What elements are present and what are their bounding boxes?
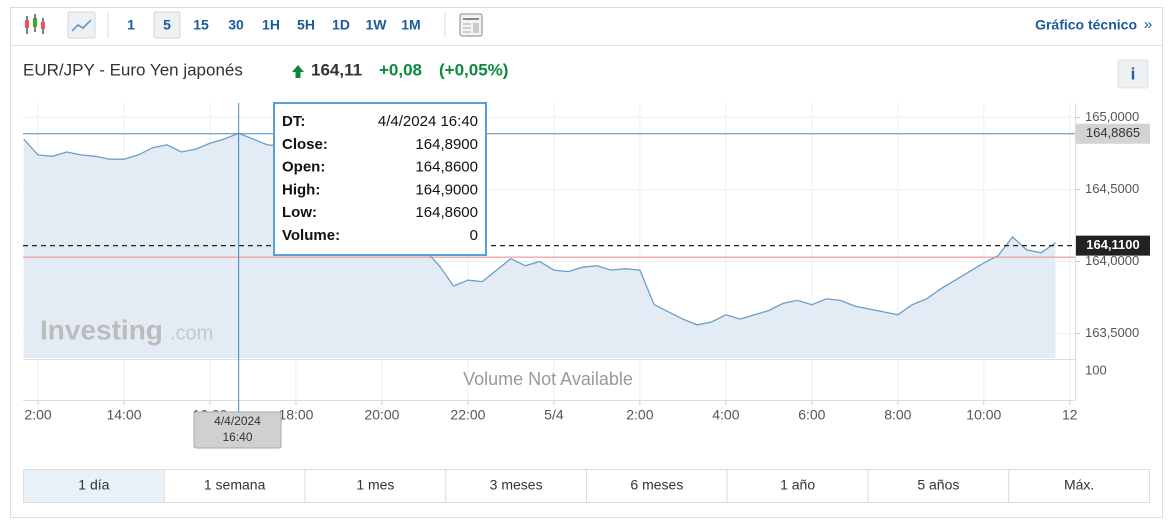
technical-link[interactable]: Gráfico técnico: [1035, 17, 1137, 33]
price-tag: [1076, 235, 1150, 256]
technical-arrow[interactable]: »: [1144, 16, 1152, 33]
range-button-label[interactable]: 6 meses: [630, 477, 683, 493]
up-arrow: [292, 65, 304, 78]
crosshair-time: 16:40: [222, 430, 252, 444]
selected-interval: [153, 11, 181, 39]
interval-button[interactable]: 30: [228, 17, 244, 33]
x-tick-label: 14:00: [106, 407, 141, 423]
instrument-title: EUR/JPY - Euro Yen japonés: [23, 60, 243, 79]
tooltip-value: 164,8900: [415, 136, 478, 153]
price-tag-label: 164,1100: [1086, 237, 1140, 252]
tooltip-key: Low:: [282, 204, 317, 221]
interval-button[interactable]: 15: [193, 17, 209, 33]
range-button-label[interactable]: 1 mes: [356, 477, 394, 493]
tooltip: [273, 102, 487, 256]
x-tick-label: 20:00: [364, 407, 399, 423]
x-tick-label: 12: [1062, 407, 1078, 423]
candle-icon[interactable]: [25, 14, 45, 34]
range-button[interactable]: [726, 469, 869, 503]
table-icon[interactable]: [459, 13, 483, 37]
interval-button[interactable]: 1M: [401, 17, 420, 33]
change-pct: (+0,05%): [439, 60, 508, 79]
y-tick-label: 165,0000: [1085, 109, 1139, 124]
range-button-label[interactable]: 3 meses: [490, 477, 543, 493]
range-button-label[interactable]: 1 año: [780, 477, 815, 493]
interval-button[interactable]: 1W: [366, 17, 388, 33]
tooltip-value: 4/4/2024 16:40: [378, 113, 478, 130]
interval-button[interactable]: 1: [127, 17, 135, 33]
tooltip-key: Open:: [282, 159, 325, 176]
range-button[interactable]: [1008, 469, 1150, 503]
x-tick-label: 18:00: [278, 407, 313, 423]
range-button[interactable]: [304, 469, 447, 503]
range-button-label[interactable]: 5 años: [917, 477, 959, 493]
y-tick-label: 164,5000: [1085, 181, 1139, 196]
x-tick-label: 2:00: [24, 407, 51, 423]
tooltip-key: Volume:: [282, 227, 340, 244]
price: 164,11: [311, 60, 362, 79]
range-button[interactable]: [23, 469, 165, 503]
interval-button[interactable]: 5H: [297, 17, 315, 33]
crosshair-tag: [193, 411, 282, 449]
range-button-label[interactable]: Máx.: [1064, 477, 1094, 493]
range-button[interactable]: [867, 469, 1010, 503]
crosshair-date: 4/4/2024: [214, 414, 261, 428]
x-tick-label: 4:00: [712, 407, 739, 423]
tooltip-key: Close:: [282, 136, 328, 153]
range-button[interactable]: [445, 469, 587, 503]
watermark-suffix: .com: [170, 322, 213, 344]
info-button[interactable]: [1117, 59, 1149, 89]
price-tag: [1076, 123, 1150, 144]
volume-tick: 100: [1085, 362, 1107, 377]
range-button-label[interactable]: 1 semana: [204, 477, 266, 493]
interval-button[interactable]: 5: [163, 17, 171, 33]
price-line: [23, 132, 1056, 326]
range-button-label[interactable]: 1 día: [78, 477, 109, 493]
x-tick-label: 5/4: [544, 407, 564, 423]
y-tick-label: 163,5000: [1085, 325, 1139, 340]
x-tick-label: 8:00: [884, 407, 911, 423]
range-button[interactable]: [586, 469, 728, 503]
info-icon[interactable]: i: [1131, 64, 1136, 83]
x-tick-label: 22:00: [450, 407, 485, 423]
tooltip-key: DT:: [282, 113, 305, 130]
price-tag-label: 164,8865: [1086, 125, 1140, 140]
tooltip-key: High:: [282, 181, 320, 198]
change: +0,08: [379, 60, 422, 79]
watermark: Investing: [40, 314, 163, 345]
tooltip-value: 164,9000: [415, 181, 478, 198]
x-tick-label: 2:00: [626, 407, 653, 423]
interval-button[interactable]: 1D: [332, 17, 350, 33]
line-chart-button[interactable]: [67, 11, 96, 39]
interval-button[interactable]: 1H: [262, 17, 280, 33]
tooltip-value: 164,8600: [415, 159, 478, 176]
tooltip-value: 0: [470, 227, 478, 244]
tooltip-value: 164,8600: [415, 204, 478, 221]
y-tick-label: 164,0000: [1085, 253, 1139, 268]
x-tick-label: 6:00: [798, 407, 825, 423]
x-tick-label: 10:00: [966, 407, 1001, 423]
volume-label: Volume Not Available: [463, 369, 633, 389]
range-button[interactable]: [163, 469, 306, 503]
